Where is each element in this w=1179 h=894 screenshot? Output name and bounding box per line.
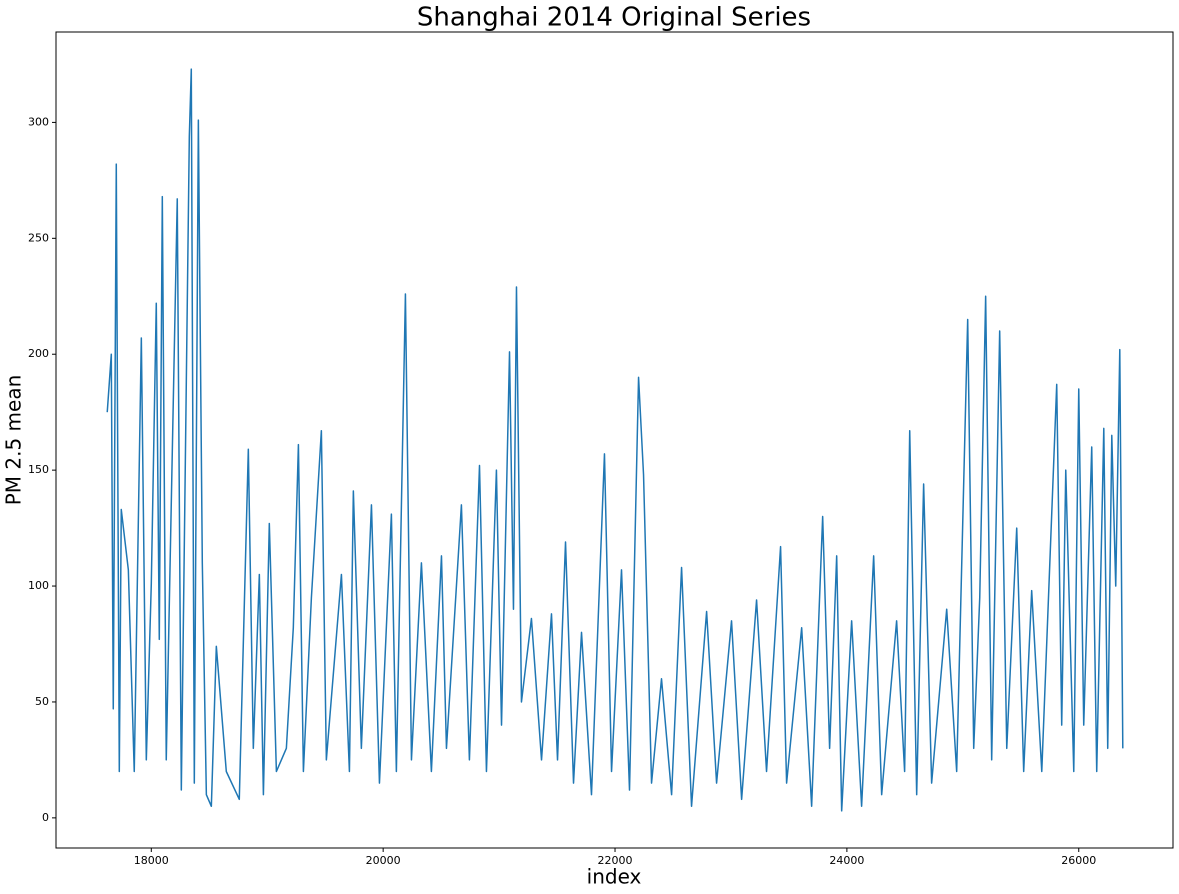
y-tick-label: 100 xyxy=(28,579,49,592)
y-tick-label: 0 xyxy=(42,811,49,824)
y-tick-label: 300 xyxy=(28,115,49,128)
x-tick-label: 24000 xyxy=(829,854,864,867)
y-tick-label: 200 xyxy=(28,347,49,360)
y-tick-label: 250 xyxy=(28,231,49,244)
x-tick-label: 20000 xyxy=(366,854,401,867)
plot-frame xyxy=(55,31,1174,849)
data-line xyxy=(106,68,1124,812)
y-axis-label: PM 2.5 mean xyxy=(2,375,26,506)
x-tick-label: 22000 xyxy=(598,854,633,867)
x-axis-label: index xyxy=(587,865,642,889)
x-tick-label: 18000 xyxy=(134,854,169,867)
x-tick-label: 26000 xyxy=(1061,854,1096,867)
y-tick-label: 50 xyxy=(35,695,49,708)
chart-title: Shanghai 2014 Original Series xyxy=(417,3,811,33)
y-tick-label: 150 xyxy=(28,463,49,476)
